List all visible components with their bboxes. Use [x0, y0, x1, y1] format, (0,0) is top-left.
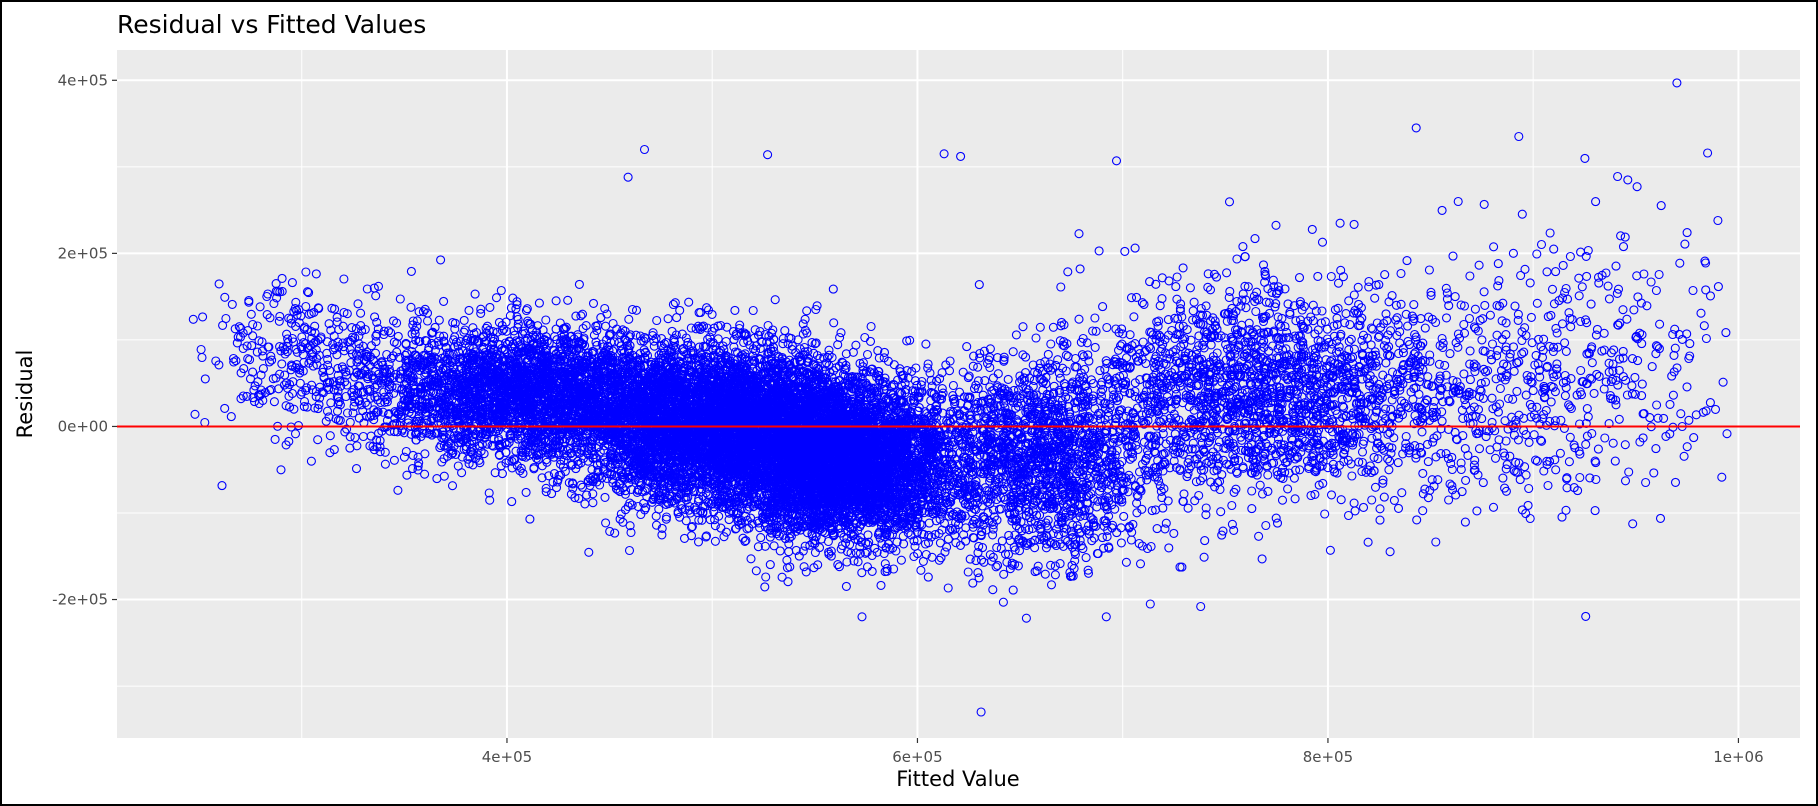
data-point-307	[321, 416, 331, 426]
data-point-590	[592, 325, 602, 336]
data-point-205	[464, 459, 474, 469]
data-point-115	[683, 337, 693, 347]
data-point-410	[401, 446, 411, 457]
data-point-10	[384, 409, 394, 419]
data-point-362	[485, 302, 495, 312]
data-point-319	[333, 363, 343, 373]
chart-title: Residual vs Fitted Values	[117, 10, 426, 39]
data-point-517	[470, 289, 480, 299]
data-point-597	[463, 454, 473, 464]
data-point-436	[379, 326, 389, 336]
data-point-326	[378, 407, 388, 417]
data-point-301	[326, 398, 336, 408]
data-point-378	[439, 296, 449, 306]
data-point-566	[507, 497, 517, 507]
data-point-59	[521, 305, 531, 316]
data-point-248	[502, 326, 512, 336]
data-point-349	[532, 327, 542, 337]
data-point-245	[407, 464, 418, 474]
data-point-218	[512, 300, 522, 310]
data-point-147	[522, 304, 532, 314]
data-point-641	[631, 305, 642, 315]
